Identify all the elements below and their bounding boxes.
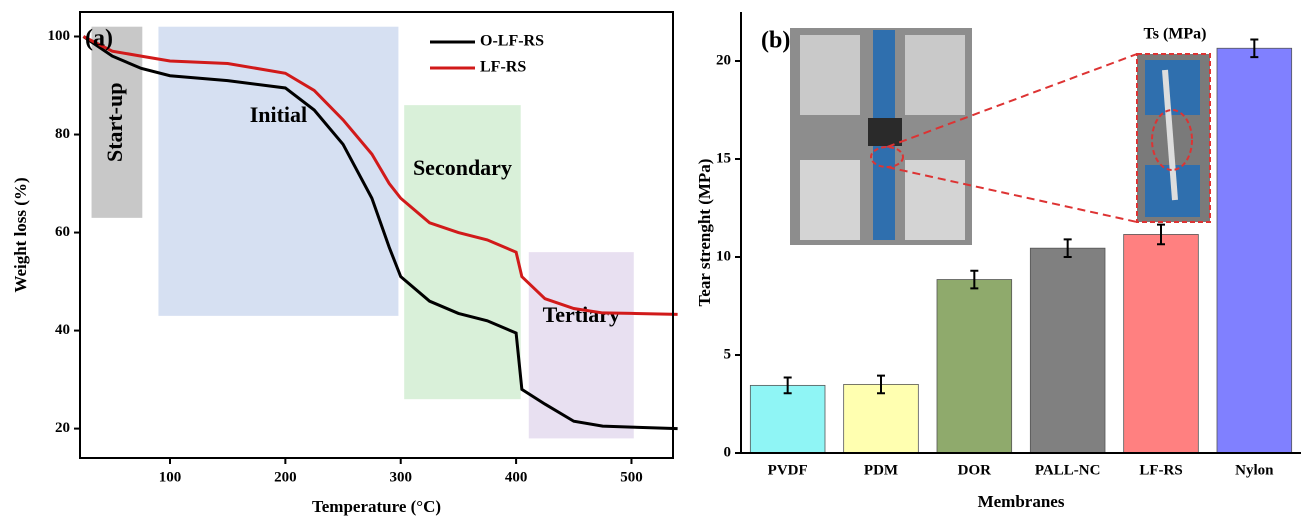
error-bar xyxy=(877,374,885,395)
x-tick-label: LF-RS xyxy=(1139,462,1182,478)
region xyxy=(528,252,634,439)
x-tick-label: 200 xyxy=(274,469,297,485)
bar xyxy=(843,383,919,454)
region xyxy=(404,105,521,400)
x-tick-label: DOR xyxy=(958,462,992,478)
y-axis-label: Weight loss (%) xyxy=(11,177,30,292)
data-line xyxy=(82,35,678,316)
inset-title: Ts (MPa) xyxy=(1144,26,1207,43)
y-tick-label: 5 xyxy=(724,346,732,362)
photo-inset xyxy=(790,28,1211,245)
x-tick-label: 400 xyxy=(505,469,528,485)
y-tick-label: 40 xyxy=(55,322,70,338)
data-line xyxy=(82,35,678,431)
x-tick-label: 100 xyxy=(159,469,182,485)
error-bar xyxy=(970,269,979,290)
y-axis-label: Tear strenght (MPa) xyxy=(695,159,714,307)
bar xyxy=(1216,47,1293,454)
x-axis-label: Membranes xyxy=(978,492,1065,511)
region-label: Start-up xyxy=(102,83,127,162)
x-tick-label: 300 xyxy=(389,469,412,485)
y-tick-label: 80 xyxy=(55,126,70,142)
panel-label: (b) xyxy=(761,28,790,54)
bar xyxy=(749,384,826,454)
legend-label: LF-RS xyxy=(480,59,526,76)
x-axis-label: Temperature (°C) xyxy=(312,497,441,516)
x-tick-label: PALL-NC xyxy=(1035,462,1101,478)
plot-frame xyxy=(79,11,674,459)
legend-label: O-LF-RS xyxy=(480,33,544,50)
x-tick-label: PDM xyxy=(864,462,898,478)
error-bar xyxy=(1063,238,1072,258)
error-bar xyxy=(783,376,792,395)
y-tick-label: 10 xyxy=(716,248,731,264)
y-tick-label: 0 xyxy=(724,444,732,460)
x-tick-label: 500 xyxy=(620,469,643,485)
panel-label: (a) xyxy=(85,26,113,52)
region-label: Initial xyxy=(250,102,307,127)
error-bar xyxy=(1250,38,1259,59)
y-tick-label: 20 xyxy=(716,52,731,68)
y-tick-label: 100 xyxy=(48,28,71,44)
y-tick-label: 15 xyxy=(716,150,731,166)
y-tick-label: 20 xyxy=(55,420,70,436)
region xyxy=(158,26,399,316)
bar xyxy=(936,279,1013,454)
region-label: Secondary xyxy=(413,155,512,180)
x-tick-label: PVDF xyxy=(768,462,808,478)
x-tick-label: Nylon xyxy=(1235,462,1274,478)
y-tick-label: 60 xyxy=(55,224,70,240)
bar xyxy=(1029,247,1106,454)
error-bar xyxy=(1157,223,1165,246)
region-label: Tertiary xyxy=(543,302,620,327)
bar xyxy=(1123,234,1199,454)
